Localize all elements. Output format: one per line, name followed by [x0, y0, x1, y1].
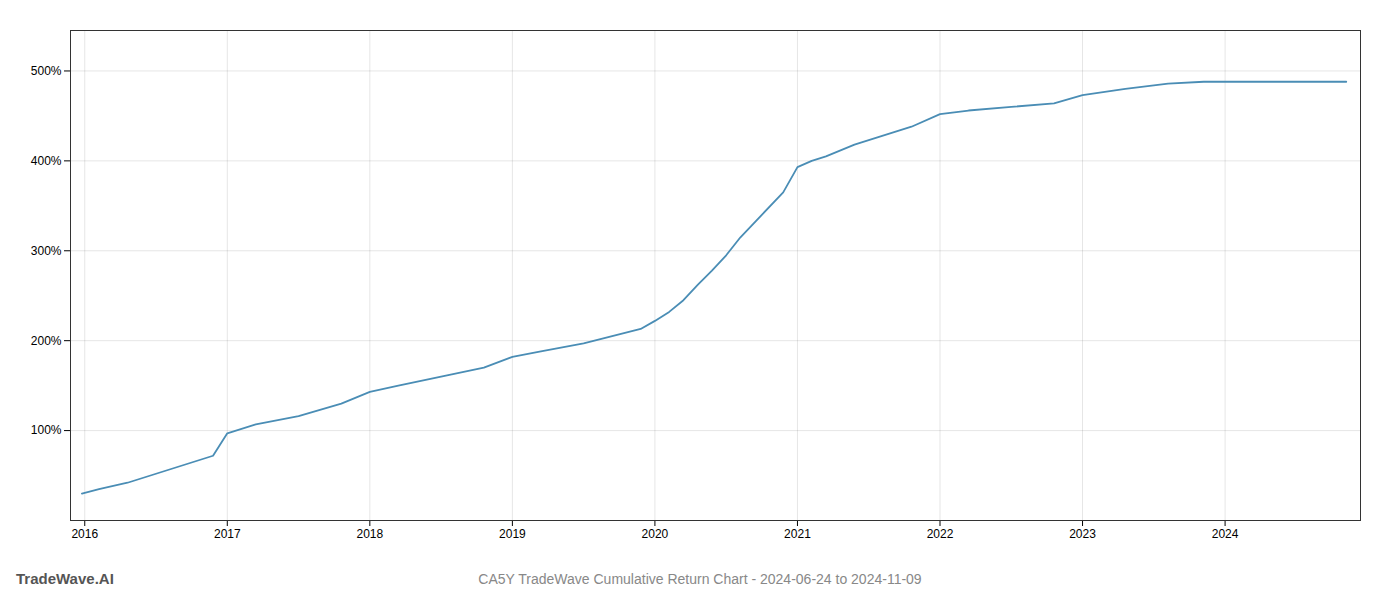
svg-text:200%: 200%	[31, 334, 62, 348]
svg-text:100%: 100%	[31, 423, 62, 437]
svg-text:2022: 2022	[927, 527, 954, 541]
svg-text:500%: 500%	[31, 64, 62, 78]
svg-text:2021: 2021	[784, 527, 811, 541]
svg-text:2018: 2018	[356, 527, 383, 541]
svg-text:2016: 2016	[71, 527, 98, 541]
html-text:CA5Y TradeWave Cumulative Retu: CA5Y TradeWave Cumulative Return Chart -…	[478, 571, 922, 587]
svg-text:2024: 2024	[1212, 527, 1239, 541]
svg-text:400%: 400%	[31, 154, 62, 168]
svg-text:2020: 2020	[642, 527, 669, 541]
html-text:TradeWave.AI: TradeWave.AI	[16, 570, 114, 587]
svg-text:2019: 2019	[499, 527, 526, 541]
svg-text:2017: 2017	[214, 527, 241, 541]
svg-text:300%: 300%	[31, 244, 62, 258]
svg-text:2023: 2023	[1069, 527, 1096, 541]
